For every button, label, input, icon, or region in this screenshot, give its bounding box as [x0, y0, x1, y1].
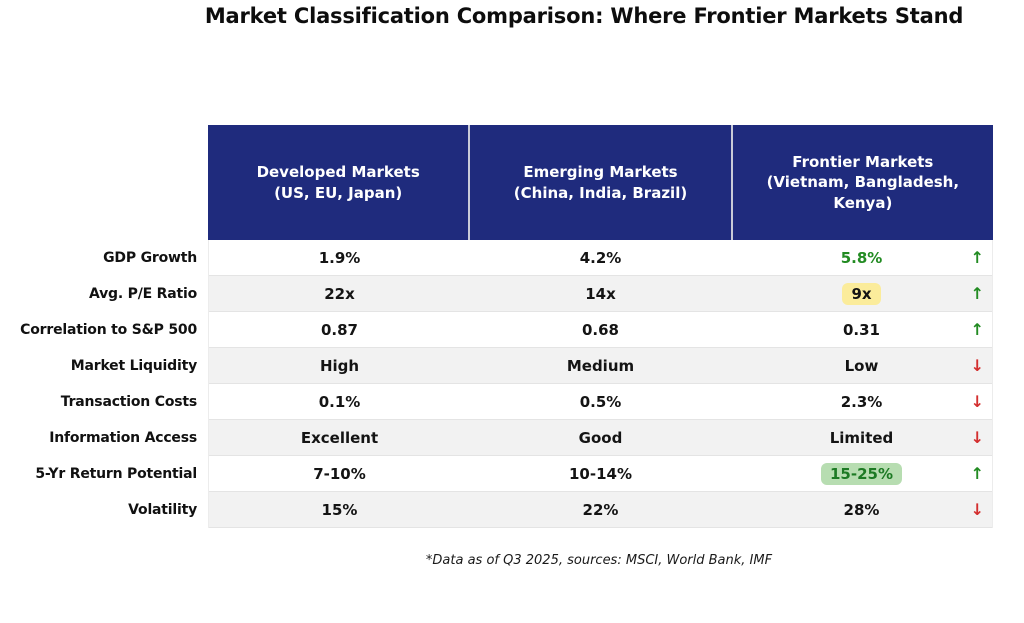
trend-up-icon: ↑: [970, 247, 984, 267]
cell-developed-transaction-costs: 0.1%: [209, 384, 470, 419]
cell-value: 0.87: [320, 320, 358, 339]
trend-down-icon: ↓: [970, 499, 984, 519]
table-row-market-liquidity: High Medium Low ↓: [209, 348, 992, 384]
cell-emerging-information-access: Good: [470, 420, 731, 455]
cell-emerging-transaction-costs: 0.5%: [470, 384, 731, 419]
cell-developed-correlation-to-s-p-500: 0.87: [209, 312, 470, 347]
cell-value: 0.31: [842, 320, 880, 339]
cell-value: 4.2%: [579, 248, 622, 267]
row-label-5-yr-return-potential: 5-Yr Return Potential: [35, 466, 197, 482]
column-header-line: (China, India, Brazil): [513, 183, 688, 202]
cell-developed-avg-p-e-ratio: 22x: [209, 276, 470, 311]
trend-up-icon: ↑: [970, 319, 984, 339]
row-label-gdp-growth: GDP Growth: [103, 250, 197, 266]
row-label-volatility: Volatility: [128, 502, 197, 518]
table-row-transaction-costs: 0.1% 0.5% 2.3% ↓: [209, 384, 992, 420]
column-header-frontier: Frontier Markets (Vietnam, Bangladesh, Ken…: [730, 125, 993, 240]
cell-frontier-correlation-to-s-p-500: 0.31: [731, 312, 992, 347]
cell-value: Limited: [829, 428, 894, 447]
row-label-transaction-costs: Transaction Costs: [60, 394, 197, 410]
cell-value: 22x: [324, 284, 355, 303]
cell-developed-information-access: Excellent: [209, 420, 470, 455]
cell-emerging-volatility: 22%: [470, 492, 731, 527]
trend-up-icon: ↑: [970, 463, 984, 483]
cell-emerging-gdp-growth: 4.2%: [470, 240, 731, 275]
row-label-information-access: Information Access: [49, 430, 197, 446]
table-header: Developed Markets (US, EU, Japan) Emerging…: [208, 125, 993, 240]
table-row-5-yr-return-potential: 7-10% 10-14% 15-25% ↑: [209, 456, 992, 492]
column-header-line: Frontier Markets: [792, 153, 934, 172]
trend-up-icon: ↑: [970, 283, 984, 303]
cell-value: Low: [844, 356, 879, 375]
cell-value: 10-14%: [568, 464, 632, 483]
trend-down-icon: ↓: [970, 355, 984, 375]
cell-frontier-market-liquidity: Low: [731, 348, 992, 383]
cell-value: 0.5%: [579, 392, 622, 411]
column-header-developed: Developed Markets (US, EU, Japan): [208, 125, 468, 240]
cell-value: 22%: [582, 500, 619, 519]
cell-frontier-avg-p-e-ratio: 9x: [731, 276, 992, 311]
cell-value: 0.68: [581, 320, 619, 339]
cell-developed-5-yr-return-potential: 7-10%: [209, 456, 470, 491]
cell-value: 0.1%: [318, 392, 361, 411]
row-label-market-liquidity: Market Liquidity: [70, 358, 197, 374]
cell-developed-market-liquidity: High: [209, 348, 470, 383]
cell-developed-gdp-growth: 1.9%: [209, 240, 470, 275]
table-body: 1.9% 4.2% 5.8% ↑ 22x 14x 9x ↑ 0.87 0.68 0.31 ↑ High M…: [208, 240, 993, 528]
cell-developed-volatility: 15%: [209, 492, 470, 527]
column-header-line: (Vietnam, Bangladesh,: [766, 173, 960, 192]
cell-value-green: 5.8%: [840, 248, 883, 267]
cell-value: 14x: [585, 284, 616, 303]
table-row-correlation-to-s-p-500: 0.87 0.68 0.31 ↑: [209, 312, 992, 348]
cell-frontier-5-yr-return-potential: 15-25%: [731, 456, 992, 491]
row-label-correlation-to-s-p-500: Correlation to S&P 500: [20, 322, 197, 338]
cell-frontier-gdp-growth: 5.8%: [731, 240, 992, 275]
row-label-column: GDP Growth Avg. P/E Ratio Correlation to S…: [0, 240, 208, 528]
cell-emerging-market-liquidity: Medium: [470, 348, 731, 383]
column-header-line: (US, EU, Japan): [274, 183, 403, 202]
row-label-avg-p-e-ratio: Avg. P/E Ratio: [88, 286, 197, 302]
cell-frontier-information-access: Limited: [731, 420, 992, 455]
table-row-gdp-growth: 1.9% 4.2% 5.8% ↑: [209, 240, 992, 276]
column-header-line: Emerging Markets: [523, 163, 678, 182]
cell-frontier-transaction-costs: 2.3%: [731, 384, 992, 419]
cell-value: 1.9%: [318, 248, 361, 267]
column-header-line: Kenya): [833, 193, 893, 212]
table-row-avg-p-e-ratio: 22x 14x 9x ↑: [209, 276, 992, 312]
cell-value: High: [319, 356, 360, 375]
column-header-line: Developed Markets: [256, 163, 420, 182]
cell-value: 2.3%: [840, 392, 883, 411]
column-header-emerging: Emerging Markets (China, India, Brazil): [468, 125, 730, 240]
cell-value: Medium: [566, 356, 635, 375]
trend-down-icon: ↓: [970, 391, 984, 411]
cell-frontier-volatility: 28%: [731, 492, 992, 527]
cell-value: 28%: [843, 500, 880, 519]
cell-emerging-5-yr-return-potential: 10-14%: [470, 456, 731, 491]
cell-value: 7-10%: [313, 464, 366, 483]
cell-value: Excellent: [300, 428, 379, 447]
highlight-pill-green: 15-25%: [820, 462, 902, 485]
cell-value: 15%: [321, 500, 358, 519]
table-row-information-access: Excellent Good Limited ↓: [209, 420, 992, 456]
trend-down-icon: ↓: [970, 427, 984, 447]
page-title: Market Classification Comparison: Where …: [204, 4, 964, 28]
table-row-volatility: 15% 22% 28% ↓: [209, 492, 992, 528]
cell-emerging-correlation-to-s-p-500: 0.68: [470, 312, 731, 347]
cell-value: Good: [578, 428, 623, 447]
highlight-pill-yellow: 9x: [842, 282, 881, 305]
cell-emerging-avg-p-e-ratio: 14x: [470, 276, 731, 311]
footnote: *Data as of Q3 2025, sources: MSCI, Worl…: [425, 553, 773, 568]
